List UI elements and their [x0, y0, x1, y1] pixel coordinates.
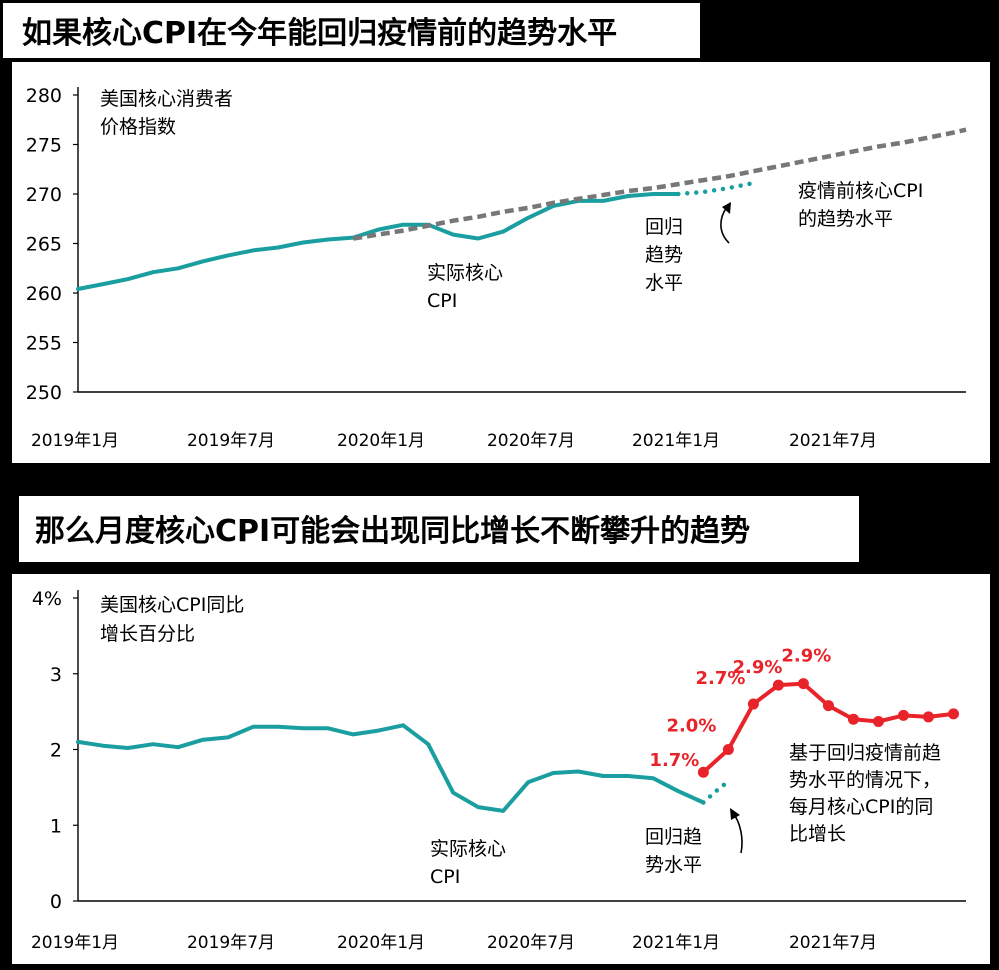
- chart-2-y-tick-label: 3: [50, 664, 62, 686]
- chart-1-annotation-return-l3: 水平: [645, 272, 683, 294]
- chart-2-series-projection-point: [822, 700, 834, 712]
- chart-2-series-projection-point: [722, 744, 734, 755]
- chart-2-x-axis: 2019年1月 2019年7月 2020年1月 2020年7月 2021年1月 2021年…: [31, 900, 966, 953]
- chart-2-title: 那么月度核心CPI可能会出现同比增长不断攀升的趋势: [35, 514, 750, 549]
- chart-2-series-projection-point: [797, 678, 809, 690]
- chart-1-x-tick-label: 2020年1月: [337, 431, 425, 451]
- chart-2-annotation-projection-l3: 每月核心CPI的同: [789, 796, 933, 818]
- chart-1-y-tick-label: 260: [26, 283, 62, 305]
- chart-2-x-tick-label: 2019年1月: [31, 933, 119, 953]
- chart-1-ylabel-line1: 美国核心消费者: [100, 88, 233, 110]
- chart-2-annotation-projection-l2: 势水平的情况下，: [789, 769, 941, 791]
- chart-2-ylabel-line2: 增长百分比: [100, 623, 195, 645]
- chart-2-series-projection-point: [747, 698, 759, 710]
- chart-2-data-label: 1.7%: [649, 750, 699, 771]
- chart-2-annotation-return-l2: 势水平: [645, 854, 702, 876]
- chart-1: 如果核心CPI在今年能回归疫情前的趋势水平 美国核心消费者 价格指数 280 27…: [3, 3, 990, 463]
- chart-1-title-box: [3, 3, 700, 58]
- chart-2-annotation-actual-l2: CPI: [430, 866, 460, 888]
- chart-2-curved-arrow: [730, 808, 743, 854]
- chart-2-data-labels: 1.7%2.0%2.7%2.9%2.9%: [649, 646, 831, 772]
- chart-2-xaxis-box: [12, 924, 990, 964]
- chart-1-y-axis: 280 275 270 265 260 255 250: [26, 85, 79, 404]
- chart-1-annotation-actual-l1: 实际核心: [427, 262, 503, 284]
- chart-2-annotation-return-l1: 回归趋: [645, 826, 702, 848]
- chart-2-series: [76, 678, 959, 813]
- chart-2-data-label: 2.7%: [695, 668, 745, 689]
- chart-1-annotation-return: 回归 趋势 水平: [645, 216, 689, 294]
- chart-2-series-dotted-line: [701, 779, 731, 805]
- chart-1-series-dashed-line: [352, 127, 967, 241]
- chart-1-y-tick-label: 250: [26, 382, 62, 404]
- chart-2: 那么月度核心CPI可能会出现同比增长不断攀升的趋势 美国核心CPI同比 增长百分…: [12, 496, 990, 964]
- chart-1-annotation-actual-l2: CPI: [427, 290, 457, 312]
- chart-1-annotation-return-l1: 回归: [645, 216, 683, 238]
- chart-2-ylabel-line1: 美国核心CPI同比: [100, 594, 244, 616]
- chart-2-data-label: 2.9%: [732, 657, 782, 678]
- chart-2-annotation-projection-l1: 基于回归疫情前趋: [789, 742, 941, 764]
- chart-2-series-projection-point: [922, 711, 934, 723]
- chart-1-annotation-return-l2: 趋势: [645, 244, 683, 266]
- chart-2-title-box: [19, 496, 859, 562]
- chart-2-series-projection-point: [697, 766, 709, 778]
- chart-1-plot-box: [12, 62, 990, 418]
- chart-2-annotation-return: 回归趋 势水平: [645, 826, 708, 876]
- chart-2-y-tick-label: 2: [50, 740, 62, 762]
- chart-1-x-tick-label: 2021年7月: [789, 431, 877, 451]
- chart-2-y-tick-label: 4%: [32, 588, 62, 610]
- chart-2-x-tick-label: 2019年7月: [187, 933, 275, 953]
- chart-1-x-tick-label: 2021年1月: [632, 431, 720, 451]
- chart-1-series: [76, 127, 967, 291]
- chart-1-annotation-trend-l1: 疫情前核心CPI: [798, 180, 923, 202]
- chart-1-x-axis: 2019年1月 2019年7月 2020年1月 2020年7月 2021年1月 2021年…: [31, 391, 966, 451]
- chart-2-y-axis: 4% 3 2 1 0: [32, 588, 79, 913]
- chart-1-y-tick-label: 265: [26, 234, 62, 256]
- chart-1-y-tick-label: 275: [26, 135, 62, 157]
- chart-1-y-tick-label: 280: [26, 85, 62, 107]
- chart-2-annotation-actual-l1: 实际核心: [430, 838, 506, 860]
- chart-1-y-tick-label: 255: [26, 333, 62, 355]
- chart-2-annotation-actual: 实际核心 CPI: [430, 838, 512, 888]
- chart-2-x-tick-label: 2020年1月: [337, 933, 425, 953]
- chart-2-series-projection-point: [947, 708, 959, 720]
- chart-1-xaxis-box: [12, 418, 990, 463]
- chart-1-series-dotted-line: [676, 180, 756, 197]
- chart-1-x-tick-label: 2019年7月: [187, 431, 275, 451]
- chart-1-title: 如果核心CPI在今年能回归疫情前的趋势水平: [22, 16, 617, 51]
- chart-2-data-label: 2.9%: [781, 646, 831, 667]
- chart-2-data-label: 2.0%: [666, 716, 716, 737]
- chart-2-plot-box: [12, 574, 990, 924]
- chart-2-series-projection-point: [772, 679, 784, 691]
- chart-2-series-projection-point: [897, 709, 909, 721]
- chart-1-y-tick-label: 270: [26, 184, 62, 206]
- chart-2-y-tick-label: 1: [50, 815, 62, 837]
- chart-1-x-tick-label: 2020年7月: [487, 431, 575, 451]
- chart-1-x-tick-label: 2019年1月: [31, 431, 119, 451]
- chart-2-y-tick-label: 0: [50, 891, 62, 913]
- chart-2-series-actual-line: [76, 723, 706, 813]
- chart-1-annotation-actual: 实际核心 CPI: [427, 262, 509, 312]
- chart-1-annotation-trend: 疫情前核心CPI 的趋势水平: [798, 180, 929, 230]
- chart-2-annotation-projection: 基于回归疫情前趋 势水平的情况下， 每月核心CPI的同 比增长: [789, 742, 947, 845]
- chart-1-ylabel-line2: 价格指数: [100, 116, 176, 138]
- chart-2-annotation-projection-l4: 比增长: [789, 823, 846, 845]
- chart-2-series-projection-point: [872, 715, 884, 727]
- chart-2-x-tick-label: 2020年7月: [487, 933, 575, 953]
- chart-2-x-tick-label: 2021年7月: [789, 933, 877, 953]
- chart-1-curved-arrow: [720, 202, 731, 244]
- chart-2-series-projection-point: [847, 713, 859, 725]
- chart-2-x-tick-label: 2021年1月: [632, 933, 720, 953]
- chart-1-annotation-trend-l2: 的趋势水平: [798, 208, 893, 230]
